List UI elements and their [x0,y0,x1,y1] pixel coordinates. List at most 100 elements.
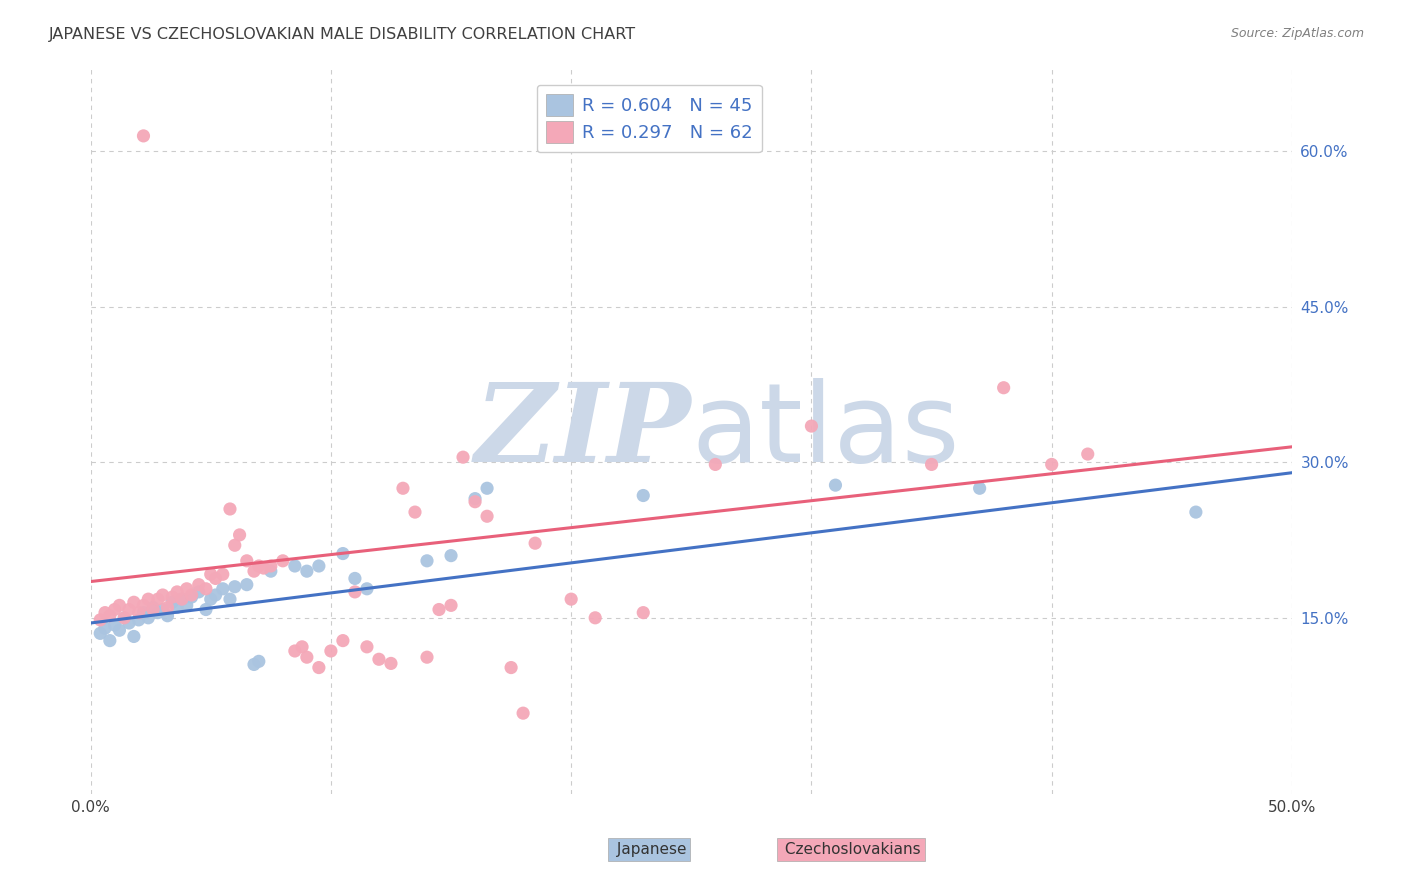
Point [427,602,450,616]
Point [416,650,439,665]
Point [118,602,141,616]
Point [146,606,169,620]
Point [295,650,318,665]
Point [170,592,193,607]
Point [204,571,226,585]
Point [501,660,523,674]
Point [284,559,307,574]
Point [416,554,439,568]
Point [380,657,402,671]
Point [969,481,991,495]
Point [1040,458,1063,472]
Point [228,528,250,542]
Point [271,554,294,568]
Point [142,600,165,615]
Point [291,640,314,654]
Text: Japanese: Japanese [612,842,686,856]
Point [440,599,463,613]
Point [108,624,131,638]
Point [368,652,391,666]
Point [112,611,135,625]
Point [560,592,582,607]
Point [132,128,155,143]
Point [921,458,943,472]
Point [211,567,233,582]
Point [132,606,155,620]
Point [356,582,378,596]
Point [152,588,174,602]
Point [440,549,463,563]
Point [224,580,246,594]
Point [187,577,209,591]
Point [260,564,283,578]
Point [475,481,498,495]
Point [236,577,259,591]
Point [156,608,179,623]
Point [824,478,846,492]
Text: Czechoslovakians: Czechoslovakians [780,842,921,856]
Point [211,582,233,596]
Point [295,564,318,578]
Point [243,657,266,672]
Point [243,564,266,578]
Point [118,615,141,630]
Point [343,585,366,599]
Point [136,611,159,625]
Point [166,600,188,615]
Point [128,613,150,627]
Point [152,602,174,616]
Point [1185,505,1208,519]
Point [464,494,486,508]
Point [98,608,121,623]
Point [187,585,209,599]
Point [194,582,217,596]
Point [108,599,131,613]
Point [219,502,242,516]
Point [392,481,415,495]
Point [247,654,270,668]
Text: JAPANESE VS CZECHOSLOVAKIAN MALE DISABILITY CORRELATION CHART: JAPANESE VS CZECHOSLOVAKIAN MALE DISABIL… [49,27,637,42]
Point [800,419,823,434]
Point [200,592,222,607]
Point [284,644,307,658]
Point [356,640,378,654]
Point [89,626,111,640]
Point [247,559,270,574]
Point [132,599,155,613]
Point [122,630,145,644]
Point [166,585,188,599]
Point [104,602,127,616]
Point [162,595,184,609]
Point [993,381,1015,395]
Point [332,633,354,648]
Point [319,644,342,658]
Point [343,571,366,585]
Point [252,561,274,575]
Point [224,538,246,552]
Point [404,505,426,519]
Point [194,602,217,616]
Point [1077,447,1099,461]
Point [98,633,121,648]
Point [204,588,226,602]
Point [583,611,606,625]
Point [512,706,534,721]
Point [146,592,169,607]
Point [180,590,202,604]
Point [112,611,135,625]
Point [180,588,202,602]
Point [633,489,655,503]
Point [94,606,117,620]
Point [464,491,486,506]
Point [308,559,330,574]
Point [633,606,655,620]
Point [524,536,547,550]
Point [176,582,198,596]
Point [104,618,127,632]
Point [219,592,242,607]
Point [89,613,111,627]
Point [128,606,150,620]
Point [308,660,330,674]
Point [156,600,179,615]
Point [704,458,727,472]
